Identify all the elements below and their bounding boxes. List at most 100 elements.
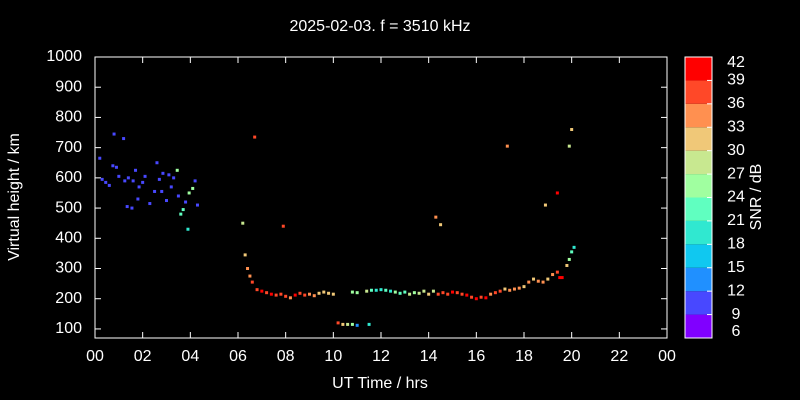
data-point (536, 279, 540, 283)
x-tick-label: 20 (563, 348, 581, 365)
data-point (365, 289, 369, 293)
data-point (122, 137, 126, 141)
data-point (253, 135, 257, 139)
data-point (555, 270, 559, 274)
colorbar-tick-label: 30 (727, 142, 745, 159)
data-point (167, 173, 171, 177)
data-point (187, 191, 191, 195)
data-point (446, 292, 450, 296)
data-point (541, 280, 545, 284)
data-point (408, 292, 412, 296)
colorbar-tick-label: 42 (727, 54, 745, 71)
y-tick-label: 100 (55, 320, 82, 337)
data-point (493, 291, 497, 295)
data-point (126, 176, 130, 180)
colorbar-bin (685, 197, 712, 221)
x-tick-label: 16 (467, 348, 485, 365)
data-point (434, 215, 438, 219)
data-point (169, 185, 173, 189)
data-point (134, 168, 138, 172)
data-point (293, 293, 297, 297)
data-point (255, 288, 259, 292)
y-tick-label: 800 (55, 109, 82, 126)
y-tick-label: 500 (55, 199, 82, 216)
data-point (393, 290, 397, 294)
data-point (327, 291, 331, 295)
x-axis-label: UT Time / hrs (332, 375, 428, 392)
colorbar-tick-label: 21 (727, 212, 745, 229)
data-point (155, 161, 159, 165)
data-point (560, 276, 564, 280)
data-point (565, 263, 569, 267)
colorbar-bin (685, 314, 712, 338)
data-point (498, 289, 502, 293)
data-point (161, 171, 165, 175)
data-point (389, 289, 393, 293)
colorbar-bin (685, 267, 712, 292)
data-point (160, 189, 164, 193)
data-point (143, 174, 147, 178)
data-point (512, 287, 516, 291)
data-point (336, 321, 340, 325)
data-point (265, 291, 269, 295)
data-point (341, 322, 345, 326)
colorbar-tick-label: 6 (732, 323, 741, 340)
x-tick-label: 12 (372, 348, 390, 365)
data-point (555, 191, 559, 195)
data-point (111, 164, 115, 168)
data-point (153, 189, 157, 193)
x-tick-label: 18 (515, 348, 533, 365)
data-point (484, 296, 488, 300)
data-point (288, 296, 292, 300)
colorbar-bin (685, 291, 712, 315)
x-tick-label: 04 (181, 348, 199, 365)
data-point (274, 293, 278, 297)
x-tick-label: 10 (324, 348, 342, 365)
colorbar-tick-label: 15 (727, 259, 745, 276)
data-point (522, 285, 526, 289)
data-point (157, 177, 161, 181)
x-tick-label: 06 (229, 348, 247, 365)
data-point (374, 288, 378, 292)
data-point (104, 180, 108, 184)
data-point (298, 291, 302, 295)
data-point (322, 290, 326, 294)
data-point (474, 297, 478, 301)
data-point (465, 293, 469, 297)
data-point (532, 277, 536, 281)
colorbar-bin (685, 220, 712, 245)
data-point (543, 203, 547, 207)
data-point (317, 291, 321, 295)
data-point (331, 292, 335, 296)
data-point (503, 287, 507, 291)
data-point (308, 292, 311, 296)
data-point (279, 292, 283, 296)
chart-title: 2025-02-03. f = 3510 kHz (289, 18, 470, 35)
data-point (427, 292, 431, 296)
data-point (355, 291, 359, 295)
data-point (455, 291, 459, 295)
data-point (179, 212, 183, 216)
colorbar-tick-label: 9 (732, 306, 741, 323)
x-tick-label: 08 (277, 348, 295, 365)
data-point (191, 186, 195, 190)
data-point (398, 291, 402, 295)
data-point (98, 156, 102, 160)
colorbar-tick-label: 12 (727, 282, 745, 299)
data-point (303, 293, 307, 297)
data-point (248, 274, 252, 278)
data-point (379, 288, 383, 292)
data-point (193, 179, 197, 183)
x-tick-label: 22 (610, 348, 628, 365)
x-tick-label: 02 (134, 348, 152, 365)
colorbar-bin (685, 57, 712, 81)
data-point (100, 177, 104, 181)
data-point (136, 197, 140, 201)
data-point (123, 179, 127, 183)
data-point (403, 290, 407, 294)
colorbar-bin (685, 127, 712, 151)
data-point (112, 132, 116, 136)
y-tick-label: 200 (55, 290, 82, 307)
colorbar-tick-label: 33 (727, 118, 745, 135)
